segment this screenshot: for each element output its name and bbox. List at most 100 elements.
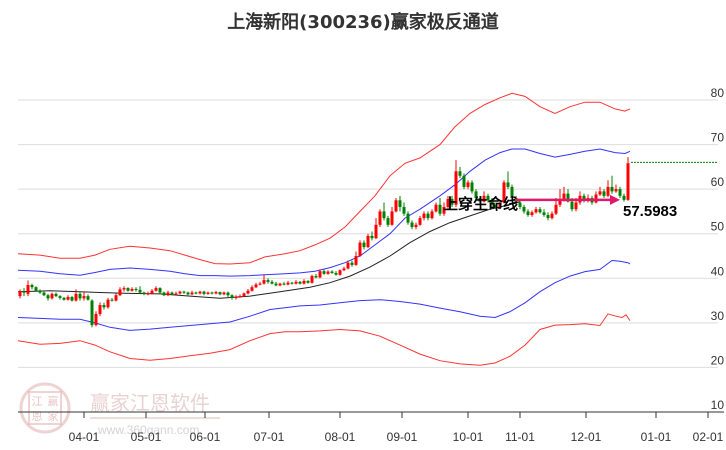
svg-text:赢: 赢 (48, 394, 59, 408)
candle (538, 209, 542, 213)
candle (446, 198, 450, 207)
candle (110, 299, 114, 301)
x-tick-label: 10-01 (453, 430, 484, 444)
candle (338, 270, 342, 275)
chart-title: 上海新阳(300236)赢家极反通道 (227, 12, 499, 33)
candle (106, 299, 110, 308)
candle (454, 171, 458, 205)
candle (386, 218, 390, 225)
band-line (17, 259, 631, 331)
candle (274, 283, 278, 286)
candle (62, 297, 66, 300)
candle (198, 291, 202, 294)
candle (486, 195, 490, 201)
candle (50, 293, 54, 299)
candle (542, 212, 546, 215)
candle (370, 235, 374, 239)
y-tick-label: 70 (711, 131, 725, 145)
candle (518, 202, 522, 207)
candle (170, 292, 174, 295)
candle (30, 284, 34, 288)
candle (466, 182, 470, 187)
candle (510, 186, 514, 199)
candle (582, 195, 586, 201)
candle (406, 213, 410, 223)
candle (606, 186, 610, 196)
x-tick-label: 12-01 (571, 430, 602, 444)
candle (306, 280, 310, 283)
candle (602, 191, 606, 196)
watermark-seal-icon: 江 赢 恩 家 (19, 382, 71, 434)
candle (366, 235, 370, 248)
candle (58, 296, 62, 298)
band-line (17, 313, 631, 366)
candle (98, 305, 102, 314)
candle (378, 211, 382, 225)
candle (226, 292, 230, 296)
candle (546, 214, 550, 219)
y-tick-label: 50 (711, 220, 725, 234)
candle (498, 202, 502, 208)
candle (134, 288, 138, 290)
candle (90, 300, 94, 326)
candle (482, 195, 486, 202)
candle (550, 213, 554, 219)
candle (114, 295, 118, 301)
candle (66, 297, 70, 300)
candle (262, 280, 266, 284)
candle (270, 281, 274, 284)
candle (146, 293, 150, 295)
x-tick-label: 04-01 (69, 430, 100, 444)
candle (138, 289, 142, 293)
candle (570, 201, 574, 210)
candle (158, 288, 162, 293)
candle (362, 242, 366, 248)
candle (358, 242, 362, 256)
svg-text:恩: 恩 (32, 410, 43, 423)
y-tick-label: 80 (711, 86, 725, 100)
candle (70, 297, 74, 301)
candle (430, 211, 434, 219)
candle (178, 291, 182, 294)
band-line (17, 201, 521, 299)
watermark-brand: 赢家江恩软件 (90, 391, 210, 415)
candle (614, 189, 618, 192)
candle (166, 292, 170, 296)
candle (34, 287, 38, 291)
candle (182, 291, 186, 293)
candle (526, 211, 530, 215)
candle (350, 262, 354, 265)
candle (54, 293, 58, 297)
candle (130, 288, 134, 291)
y-tick-label: 40 (711, 264, 725, 278)
signal-label: 上穿生命线 (443, 195, 518, 213)
candle (330, 271, 334, 273)
x-tick-label: 01-01 (641, 430, 672, 444)
candle (470, 182, 474, 192)
x-tick-label: 06-01 (190, 430, 221, 444)
channel-bands (17, 92, 631, 366)
candle (554, 204, 558, 214)
candle (354, 256, 358, 265)
candle (318, 271, 322, 278)
candle (422, 213, 426, 219)
candle (118, 289, 122, 296)
candle (562, 193, 566, 201)
candle (506, 182, 510, 187)
candle (230, 295, 234, 298)
candle (610, 186, 614, 192)
candle (394, 200, 398, 212)
candle (18, 291, 22, 297)
candle (126, 288, 130, 291)
candle (210, 292, 214, 294)
candle (190, 292, 194, 295)
candle (242, 293, 246, 297)
candle (122, 288, 126, 290)
candle (322, 271, 326, 274)
candlesticks (18, 157, 630, 328)
candle (294, 281, 298, 284)
candle (434, 204, 438, 212)
candle (450, 198, 454, 205)
candle (618, 189, 622, 196)
watermark-url: www.360gann.com (97, 423, 199, 437)
